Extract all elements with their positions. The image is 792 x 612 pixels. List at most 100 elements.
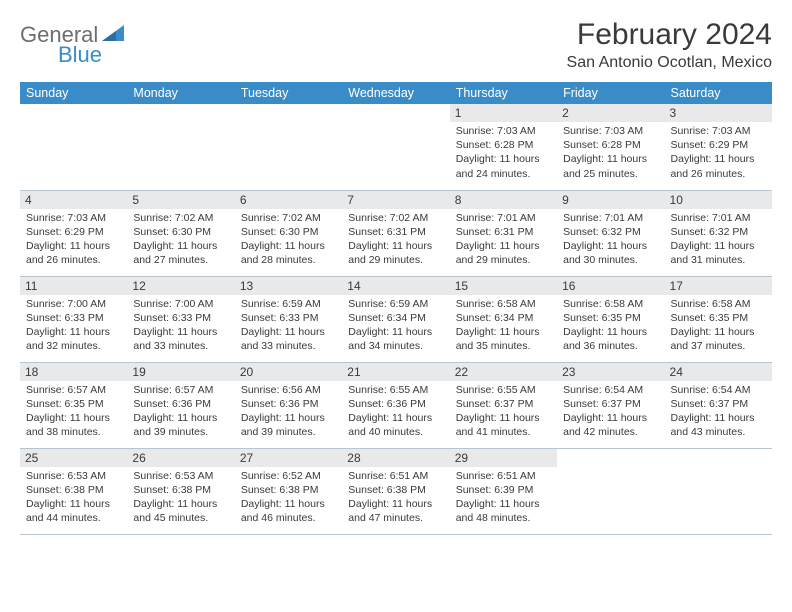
sunset-line: Sunset: 6:37 PM — [669, 397, 768, 411]
cell-content: Sunrise: 6:58 AMSunset: 6:35 PMDaylight:… — [665, 297, 772, 358]
daylight-line: Daylight: 11 hours — [131, 497, 230, 511]
sunset-line: Sunset: 6:35 PM — [561, 311, 660, 325]
cell-content: Sunrise: 6:54 AMSunset: 6:37 PMDaylight:… — [665, 383, 772, 444]
daylight-line: and 38 minutes. — [24, 425, 123, 439]
calendar-week-row: 25Sunrise: 6:53 AMSunset: 6:38 PMDayligh… — [20, 448, 772, 534]
daylight-line: Daylight: 11 hours — [346, 411, 445, 425]
day-number: 21 — [342, 363, 449, 381]
sunrise-line: Sunrise: 6:53 AM — [24, 469, 123, 483]
day-header: Saturday — [665, 82, 772, 104]
sunrise-line: Sunrise: 6:58 AM — [454, 297, 553, 311]
daylight-line: and 43 minutes. — [669, 425, 768, 439]
sunrise-line: Sunrise: 6:58 AM — [669, 297, 768, 311]
day-number: 2 — [557, 104, 664, 122]
daylight-line: and 39 minutes. — [239, 425, 338, 439]
sunset-line: Sunset: 6:33 PM — [239, 311, 338, 325]
daylight-line: Daylight: 11 hours — [669, 411, 768, 425]
sunrise-line: Sunrise: 6:56 AM — [239, 383, 338, 397]
calendar-week-row: 1Sunrise: 7:03 AMSunset: 6:28 PMDaylight… — [20, 104, 772, 190]
daylight-line: and 37 minutes. — [669, 339, 768, 353]
sunrise-line: Sunrise: 7:01 AM — [561, 211, 660, 225]
calendar-cell: 10Sunrise: 7:01 AMSunset: 6:32 PMDayligh… — [665, 190, 772, 276]
sunset-line: Sunset: 6:30 PM — [131, 225, 230, 239]
cell-content: Sunrise: 6:51 AMSunset: 6:38 PMDaylight:… — [342, 469, 449, 530]
day-number: 7 — [342, 191, 449, 209]
cell-content: Sunrise: 6:53 AMSunset: 6:38 PMDaylight:… — [127, 469, 234, 530]
daylight-line: and 42 minutes. — [561, 425, 660, 439]
daylight-line: and 41 minutes. — [454, 425, 553, 439]
calendar-cell: 12Sunrise: 7:00 AMSunset: 6:33 PMDayligh… — [127, 276, 234, 362]
calendar-cell: 17Sunrise: 6:58 AMSunset: 6:35 PMDayligh… — [665, 276, 772, 362]
daylight-line: Daylight: 11 hours — [561, 411, 660, 425]
day-number: 3 — [665, 104, 772, 122]
calendar-week-row: 11Sunrise: 7:00 AMSunset: 6:33 PMDayligh… — [20, 276, 772, 362]
calendar-cell — [665, 448, 772, 534]
cell-content: Sunrise: 7:03 AMSunset: 6:28 PMDaylight:… — [450, 124, 557, 185]
sunrise-line: Sunrise: 6:57 AM — [24, 383, 123, 397]
calendar-week-row: 4Sunrise: 7:03 AMSunset: 6:29 PMDaylight… — [20, 190, 772, 276]
daylight-line: Daylight: 11 hours — [131, 411, 230, 425]
sunrise-line: Sunrise: 6:55 AM — [346, 383, 445, 397]
cell-content: Sunrise: 7:02 AMSunset: 6:30 PMDaylight:… — [235, 211, 342, 272]
cell-content: Sunrise: 7:03 AMSunset: 6:28 PMDaylight:… — [557, 124, 664, 185]
sunrise-line: Sunrise: 7:03 AM — [669, 124, 768, 138]
daylight-line: and 29 minutes. — [346, 253, 445, 267]
sunrise-line: Sunrise: 7:00 AM — [24, 297, 123, 311]
logo-text-blue: Blue — [20, 44, 130, 66]
daylight-line: Daylight: 11 hours — [239, 325, 338, 339]
title-block: February 2024 San Antonio Ocotlan, Mexic… — [567, 18, 772, 72]
daylight-line: and 34 minutes. — [346, 339, 445, 353]
cell-content: Sunrise: 6:57 AMSunset: 6:35 PMDaylight:… — [20, 383, 127, 444]
cell-content: Sunrise: 6:58 AMSunset: 6:35 PMDaylight:… — [557, 297, 664, 358]
day-number: 22 — [450, 363, 557, 381]
daylight-line: and 36 minutes. — [561, 339, 660, 353]
sunset-line: Sunset: 6:38 PM — [24, 483, 123, 497]
sunset-line: Sunset: 6:32 PM — [561, 225, 660, 239]
calendar-cell: 3Sunrise: 7:03 AMSunset: 6:29 PMDaylight… — [665, 104, 772, 190]
calendar-cell: 4Sunrise: 7:03 AMSunset: 6:29 PMDaylight… — [20, 190, 127, 276]
calendar-cell: 27Sunrise: 6:52 AMSunset: 6:38 PMDayligh… — [235, 448, 342, 534]
page-title: February 2024 — [567, 18, 772, 52]
day-header: Tuesday — [235, 82, 342, 104]
sunrise-line: Sunrise: 6:55 AM — [454, 383, 553, 397]
day-header: Friday — [557, 82, 664, 104]
daylight-line: and 29 minutes. — [454, 253, 553, 267]
day-number: 18 — [20, 363, 127, 381]
day-number: 14 — [342, 277, 449, 295]
day-header: Thursday — [450, 82, 557, 104]
sunrise-line: Sunrise: 6:57 AM — [131, 383, 230, 397]
day-number: 28 — [342, 449, 449, 467]
sunset-line: Sunset: 6:34 PM — [454, 311, 553, 325]
sunset-line: Sunset: 6:32 PM — [669, 225, 768, 239]
sunrise-line: Sunrise: 7:03 AM — [561, 124, 660, 138]
daylight-line: Daylight: 11 hours — [131, 239, 230, 253]
cell-content: Sunrise: 7:01 AMSunset: 6:32 PMDaylight:… — [557, 211, 664, 272]
daylight-line: and 26 minutes. — [24, 253, 123, 267]
daylight-line: Daylight: 11 hours — [24, 325, 123, 339]
cell-content: Sunrise: 7:00 AMSunset: 6:33 PMDaylight:… — [127, 297, 234, 358]
daylight-line: Daylight: 11 hours — [346, 325, 445, 339]
sunset-line: Sunset: 6:31 PM — [454, 225, 553, 239]
calendar-cell — [342, 104, 449, 190]
cell-content: Sunrise: 6:59 AMSunset: 6:33 PMDaylight:… — [235, 297, 342, 358]
calendar-cell: 22 Sunrise: 6:55 AMSunset: 6:37 PMDayligh… — [450, 362, 557, 448]
sunset-line: Sunset: 6:28 PM — [454, 138, 553, 152]
daylight-line: and 48 minutes. — [454, 511, 553, 525]
calendar-cell: 11Sunrise: 7:00 AMSunset: 6:33 PMDayligh… — [20, 276, 127, 362]
day-number: 11 — [20, 277, 127, 295]
sunrise-line: Sunrise: 7:03 AM — [454, 124, 553, 138]
sunrise-line: Sunrise: 6:59 AM — [239, 297, 338, 311]
day-number: 16 — [557, 277, 664, 295]
sunset-line: Sunset: 6:35 PM — [669, 311, 768, 325]
calendar-cell: 26Sunrise: 6:53 AMSunset: 6:38 PMDayligh… — [127, 448, 234, 534]
cell-content: Sunrise: 6:52 AMSunset: 6:38 PMDaylight:… — [235, 469, 342, 530]
day-number: 1 — [450, 104, 557, 122]
sunset-line: Sunset: 6:38 PM — [346, 483, 445, 497]
daylight-line: Daylight: 11 hours — [24, 411, 123, 425]
cell-content: Sunrise: 6:55 AMSunset: 6:37 PMDaylight:… — [450, 383, 557, 444]
sunset-line: Sunset: 6:34 PM — [346, 311, 445, 325]
calendar-cell: 15Sunrise: 6:58 AMSunset: 6:34 PMDayligh… — [450, 276, 557, 362]
sunrise-line: Sunrise: 7:02 AM — [239, 211, 338, 225]
daylight-line: and 35 minutes. — [454, 339, 553, 353]
daylight-line: Daylight: 11 hours — [561, 152, 660, 166]
